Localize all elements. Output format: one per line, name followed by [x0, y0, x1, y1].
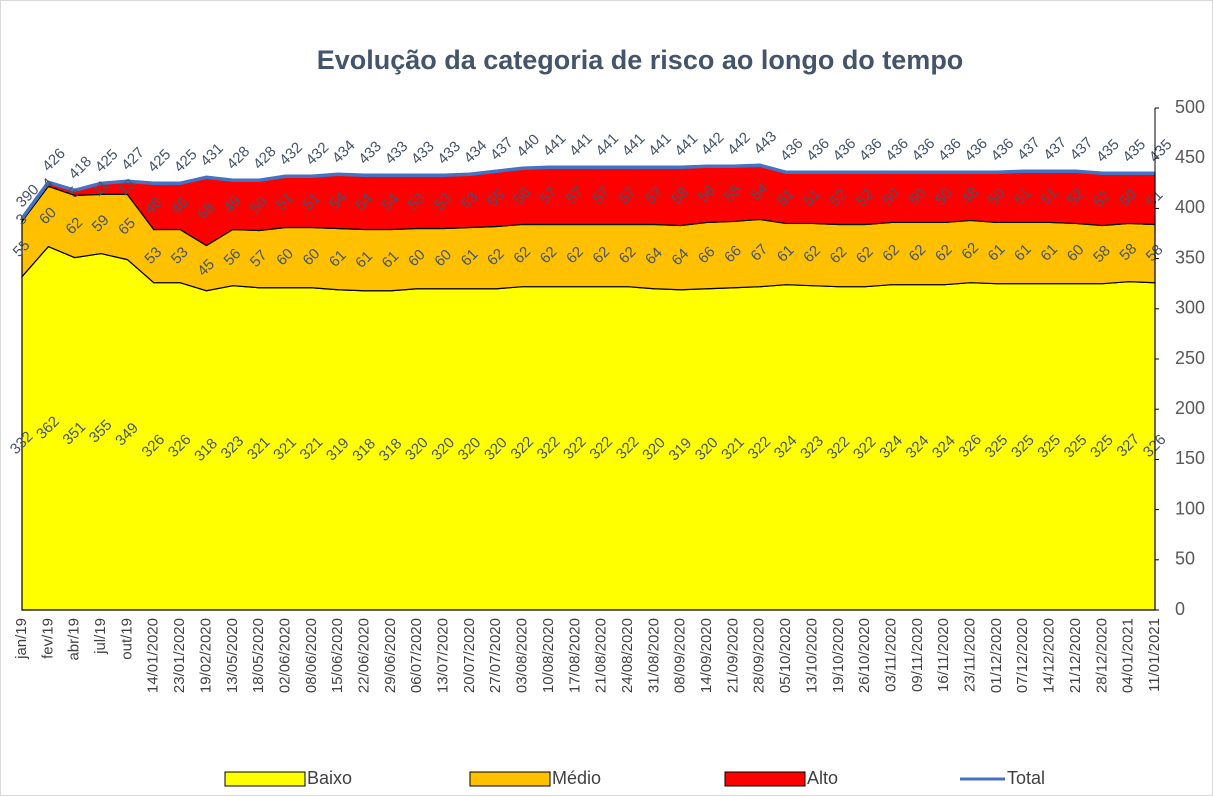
x-tick-label: 08/09/2020 — [672, 618, 689, 693]
y-tick-label: 450 — [1175, 147, 1205, 167]
y-tick-label: 400 — [1175, 197, 1205, 217]
x-tick-label: 28/12/2020 — [1093, 618, 1110, 693]
x-tick-label: 17/08/2020 — [566, 618, 583, 693]
x-tick-label: 05/10/2020 — [777, 618, 794, 693]
x-tick-label: 10/08/2020 — [540, 618, 557, 693]
x-tick-label: fev/19 — [39, 618, 56, 659]
x-tick-label: 27/07/2020 — [487, 618, 504, 693]
y-tick-label: 100 — [1175, 498, 1205, 518]
y-tick-label: 200 — [1175, 398, 1205, 418]
legend-key — [724, 771, 806, 787]
y-tick-label: 250 — [1175, 348, 1205, 368]
y-tick-label: 50 — [1175, 549, 1195, 569]
x-tick-label: 03/11/2020 — [882, 618, 899, 692]
x-tick-label: 24/08/2020 — [619, 618, 636, 693]
x-tick-label: 18/05/2020 — [250, 618, 267, 693]
x-tick-label: 09/11/2020 — [909, 618, 926, 692]
x-tick-label: 14/12/2020 — [1041, 618, 1058, 693]
x-tick-label: 06/07/2020 — [408, 618, 425, 693]
x-tick-label: 23/11/2020 — [962, 618, 979, 692]
x-tick-label: jul/19 — [92, 618, 109, 655]
legend-label: Total — [1007, 768, 1045, 788]
y-tick-label: 150 — [1175, 448, 1205, 468]
x-tick-label: 15/06/2020 — [329, 618, 346, 693]
x-tick-label: 21/08/2020 — [593, 618, 610, 693]
legend-label: Alto — [807, 768, 838, 788]
x-tick-label: 26/10/2020 — [856, 618, 873, 693]
legend-key — [224, 771, 306, 787]
x-tick-label: 03/08/2020 — [514, 618, 531, 693]
legend-label: Baixo — [307, 768, 352, 788]
x-tick-label: 08/06/2020 — [303, 618, 320, 693]
y-tick-label: 350 — [1175, 247, 1205, 267]
x-tick-label: 22/06/2020 — [356, 618, 373, 693]
x-tick-label: 14/01/2020 — [145, 618, 162, 693]
x-tick-label: 21/09/2020 — [724, 618, 741, 693]
y-tick-label: 300 — [1175, 298, 1205, 318]
x-tick-label: 13/05/2020 — [224, 618, 241, 693]
x-tick-label: 13/10/2020 — [803, 618, 820, 693]
x-tick-label: 20/07/2020 — [461, 618, 478, 693]
x-tick-label: 11/01/2021 — [1146, 618, 1163, 692]
x-tick-label: 04/01/2021 — [1120, 618, 1137, 693]
x-tick-label: out/19 — [118, 618, 135, 660]
x-tick-label: 19/02/2020 — [197, 618, 214, 693]
x-tick-label: abr/19 — [66, 618, 83, 661]
y-tick-label: 500 — [1175, 97, 1205, 117]
x-tick-label: 02/06/2020 — [276, 618, 293, 693]
x-tick-label: 01/12/2020 — [988, 618, 1005, 693]
x-tick-label: 23/01/2020 — [171, 618, 188, 693]
x-tick-label: jan/19 — [13, 618, 30, 660]
legend-label: Médio — [552, 768, 601, 788]
x-tick-label: 07/12/2020 — [1014, 618, 1031, 693]
area — [21, 245, 1156, 611]
x-tick-label: 21/12/2020 — [1067, 618, 1084, 693]
legend-key — [469, 771, 551, 787]
x-tick-label: 16/11/2020 — [935, 618, 952, 692]
total-line — [20, 163, 1155, 220]
x-tick-label: 31/08/2020 — [645, 618, 662, 693]
x-tick-label: 29/06/2020 — [382, 618, 399, 693]
y-tick-label: 0 — [1175, 599, 1185, 619]
x-tick-label: 13/07/2020 — [435, 618, 452, 693]
x-tick-label: 19/10/2020 — [830, 618, 847, 693]
x-tick-label: 14/09/2020 — [698, 618, 715, 693]
x-tick-label: 28/09/2020 — [751, 618, 768, 693]
chart-title: Evolução da categoria de risco ao longo … — [317, 45, 964, 75]
